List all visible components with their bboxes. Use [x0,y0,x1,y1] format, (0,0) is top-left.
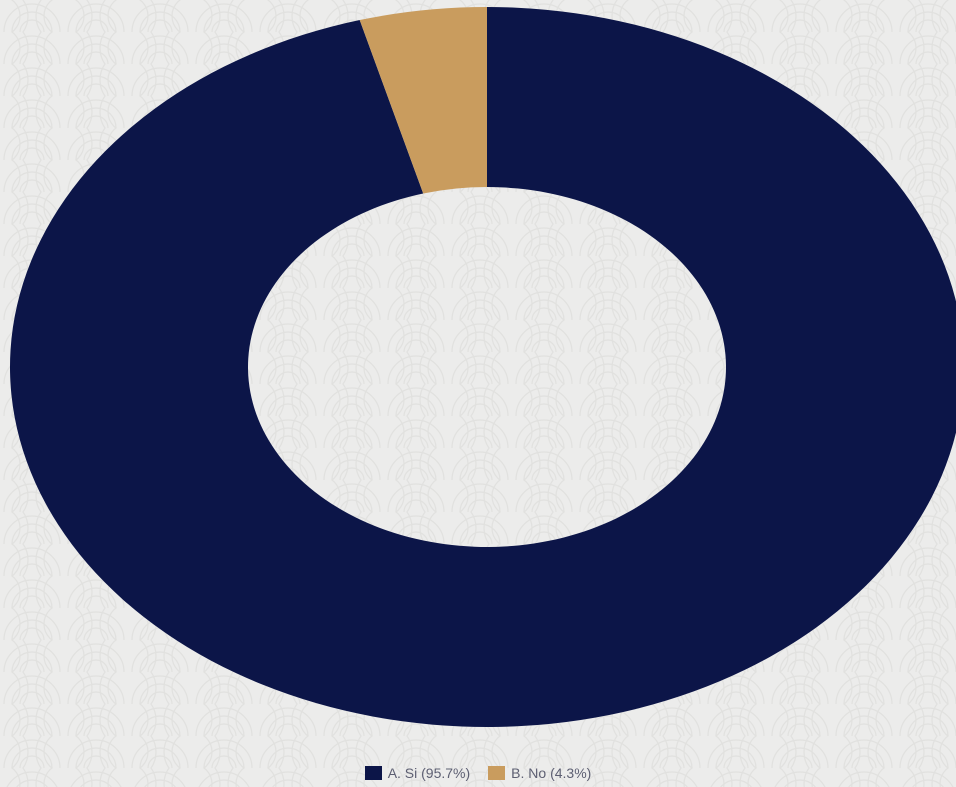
donut-slice-a-si [10,7,956,727]
legend-swatch-si [364,766,382,780]
legend-label-si: A. Si (95.7%) [387,765,471,781]
donut-slice-b-no [359,7,487,194]
legend-swatch-no [488,766,506,780]
legend-label-no: B. No (4.3%) [511,765,592,781]
legend-item-si: A. Si (95.7%) [364,765,471,781]
legend-item-no: B. No (4.3%) [488,765,591,781]
chart-legend: A. Si (95.7%) B. No (4.3%) [0,763,956,783]
